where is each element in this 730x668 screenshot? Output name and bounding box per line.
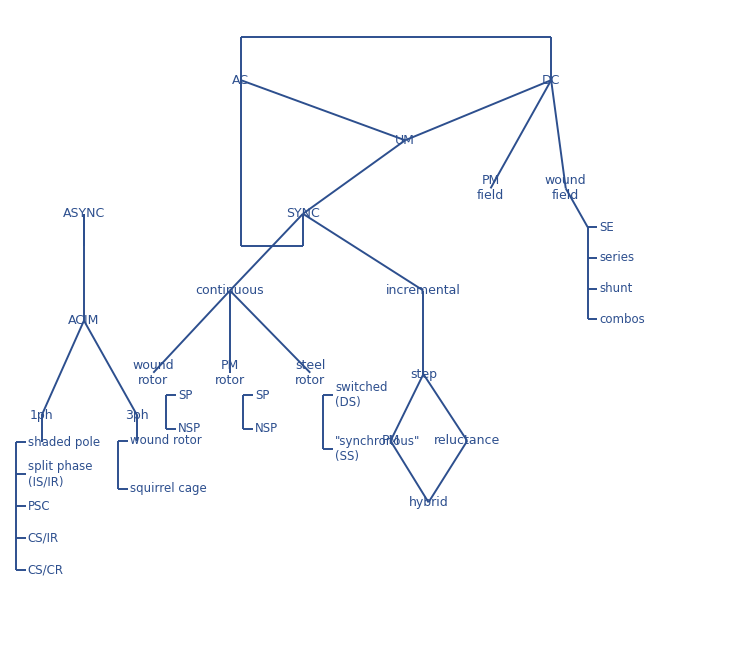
Text: NSP: NSP [178,422,201,436]
Text: switched
(DS): switched (DS) [335,381,388,409]
Text: SP: SP [178,389,193,402]
Text: split phase
(IS/IR): split phase (IS/IR) [28,460,92,488]
Text: 3ph: 3ph [126,409,149,422]
Text: 1ph: 1ph [30,409,53,422]
Text: incremental: incremental [386,284,461,297]
Text: CS/IR: CS/IR [28,532,59,545]
Text: wound rotor: wound rotor [130,434,201,448]
Text: combos: combos [599,313,645,326]
Text: "synchronous"
(SS): "synchronous" (SS) [335,435,420,463]
Text: CS/CR: CS/CR [28,564,64,577]
Text: ASYNC: ASYNC [63,207,105,220]
Text: shaded pole: shaded pole [28,436,100,449]
Text: shunt: shunt [599,282,633,295]
Text: DC: DC [542,73,561,87]
Text: squirrel cage: squirrel cage [130,482,207,496]
Text: steel
rotor: steel rotor [295,359,326,387]
Text: PM
rotor: PM rotor [215,359,245,387]
Text: reluctance: reluctance [434,434,500,448]
Text: step: step [410,367,437,381]
Text: wound
rotor: wound rotor [132,359,174,387]
Text: UM: UM [395,134,415,147]
Text: continuous: continuous [196,284,264,297]
Text: PM: PM [381,434,400,448]
Text: ACIM: ACIM [69,314,99,327]
Text: series: series [599,251,634,265]
Text: AC: AC [232,73,250,87]
Text: PM
field: PM field [477,174,504,202]
Text: SP: SP [255,389,269,402]
Text: PSC: PSC [28,500,50,513]
Text: wound
field: wound field [545,174,587,202]
Text: NSP: NSP [255,422,278,436]
Text: hybrid: hybrid [409,496,448,509]
Text: SE: SE [599,220,614,234]
Text: SYNC: SYNC [286,207,320,220]
